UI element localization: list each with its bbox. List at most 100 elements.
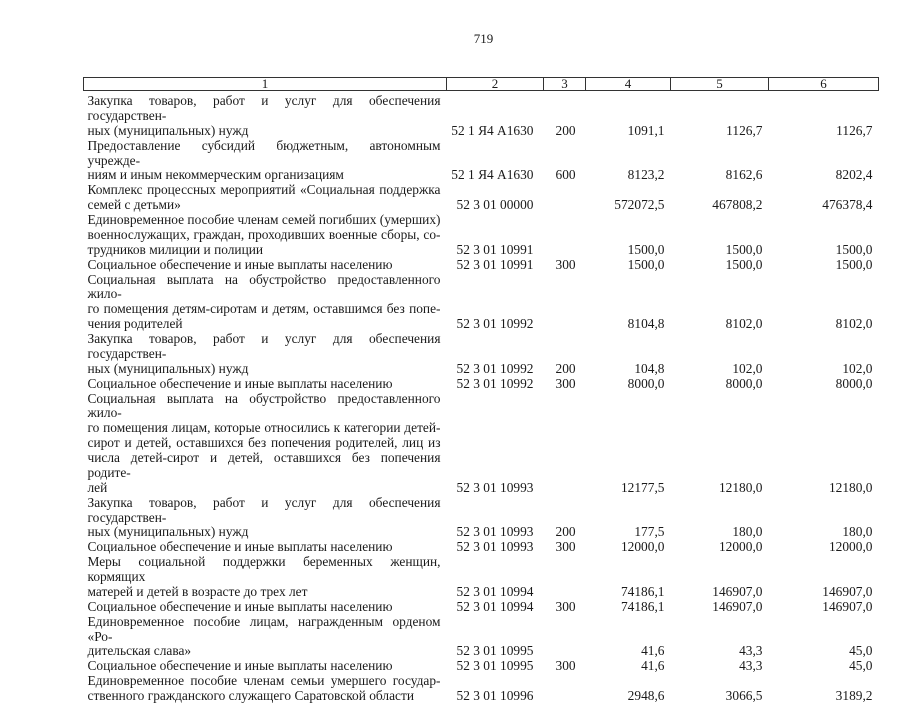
row-value-col4: 8104,8 xyxy=(627,316,665,332)
table-row: Закупка товаров, работ и услуг для обесп… xyxy=(84,91,879,139)
description-line: ных (муниципальных) нужд xyxy=(87,360,249,376)
row-value-col6: 1500,0 xyxy=(835,241,873,257)
description-line: трудников милиции и полиции xyxy=(87,241,264,257)
table-row: Социальное обеспечение и иные выплаты на… xyxy=(84,256,879,273)
row-value-col6: 12000,0 xyxy=(828,539,873,555)
row-value-col4: 8000,0 xyxy=(627,375,665,391)
row-value-col4: 1500,0 xyxy=(627,241,665,257)
row-code: 52 1 Я4 A1630 xyxy=(451,122,534,138)
row-description: Комплекс процессных мероприятий «Социаль… xyxy=(84,182,447,213)
row-value-col5: 43,3 xyxy=(739,643,763,659)
table-row: Социальное обеспечение и иные выплаты на… xyxy=(84,375,879,392)
row-value-col4: 41,6 xyxy=(641,643,665,659)
description-line: Единовременное пособие членам семей поги… xyxy=(87,212,441,227)
row-description: Предоставление субсидий бюджетным, автон… xyxy=(84,138,447,184)
row-code: 52 3 01 10993 xyxy=(456,524,534,540)
row-expense-type xyxy=(544,615,586,660)
row-value-col5: 467808,2 xyxy=(712,197,763,213)
row-value-col4: 177,5 xyxy=(634,524,665,540)
row-expense-type: 300 xyxy=(555,598,576,614)
table-row: Комплекс процессных мероприятий «Социаль… xyxy=(84,182,879,213)
row-description: Закупка товаров, работ и услуг для обесп… xyxy=(84,331,447,377)
row-code: 52 3 01 10991 xyxy=(456,241,534,257)
budget-table: 1 2 3 4 5 6 Закупка товаров, работ и усл… xyxy=(83,77,879,704)
description-line: ственного гражданского служащего Саратов… xyxy=(87,688,415,703)
description-line: ных (муниципальных) нужд xyxy=(87,122,249,138)
row-value-col5: 1126,7 xyxy=(726,122,763,138)
column-header: 6 xyxy=(768,77,879,91)
table-row: Социальное обеспечение и иные выплаты на… xyxy=(84,658,879,674)
row-code: 52 3 01 10992 xyxy=(456,375,534,391)
row-expense-type xyxy=(544,555,586,600)
row-code: 52 3 01 00000 xyxy=(456,197,534,213)
row-value-col6: 1126,7 xyxy=(836,122,873,138)
row-value-col6: 12180,0 xyxy=(828,479,873,495)
row-description: Социальное обеспечение и иные выплаты на… xyxy=(84,599,447,615)
row-value-col4: 12177,5 xyxy=(620,479,665,495)
table-row: Социальная выплата на обустройство предо… xyxy=(84,272,879,333)
row-value-col4: 2948,6 xyxy=(627,688,665,703)
row-description: Меры социальной поддержки беременных жен… xyxy=(84,554,447,600)
row-expense-type: 300 xyxy=(555,375,576,391)
description-line: Закупка товаров, работ и услуг для обесп… xyxy=(87,494,441,525)
row-code: 52 3 01 10992 xyxy=(456,316,534,332)
table-row: Единовременное пособие лицам, награжденн… xyxy=(84,614,879,660)
row-value-col5: 8000,0 xyxy=(725,375,763,391)
row-description: Единовременное пособие членам семей поги… xyxy=(84,212,447,258)
row-value-col6: 3189,2 xyxy=(835,688,873,703)
row-expense-type: 200 xyxy=(555,524,576,540)
description-line: Социальное обеспечение и иные выплаты на… xyxy=(87,375,393,391)
row-value-col6: 146907,0 xyxy=(822,583,873,599)
row-expense-type: 200 xyxy=(555,122,576,138)
row-value-col4: 104,8 xyxy=(634,360,665,376)
row-value-col6: 146907,0 xyxy=(822,598,873,614)
row-expense-type xyxy=(544,273,586,333)
row-value-col6: 8102,0 xyxy=(835,316,873,332)
row-value-col6: 102,0 xyxy=(842,360,873,376)
row-code: 52 3 01 10996 xyxy=(456,688,534,703)
row-value-col5: 3066,5 xyxy=(725,688,763,703)
row-value-col5: 102,0 xyxy=(732,360,763,376)
row-description: Социальная выплата на обустройство предо… xyxy=(84,390,447,496)
table-row: Социальное обеспечение и иные выплаты на… xyxy=(84,539,879,555)
row-code: 52 3 01 10995 xyxy=(456,643,534,659)
row-value-col6: 45,0 xyxy=(849,658,873,674)
description-line: семей с детьми» xyxy=(87,197,181,213)
description-line: ных (муниципальных) нужд xyxy=(87,524,249,540)
row-code: 52 3 01 10995 xyxy=(456,658,534,674)
column-header: 3 xyxy=(543,77,586,91)
table-row: Предоставление субсидий бюджетным, автон… xyxy=(84,138,879,184)
row-value-col4: 572072,5 xyxy=(614,197,665,213)
row-expense-type: 300 xyxy=(555,539,576,555)
row-expense-type: 200 xyxy=(555,360,576,376)
table-row: Единовременное пособие членам семей поги… xyxy=(84,212,879,258)
row-value-col4: 1500,0 xyxy=(627,256,665,272)
description-line: сирот и детей, оставшихся без попечения … xyxy=(87,435,441,451)
description-line: Закупка товаров, работ и услуг для обесп… xyxy=(87,93,441,123)
description-line: дительская слава» xyxy=(87,643,192,659)
table-row: Единовременное пособие членам семьи умер… xyxy=(84,673,879,704)
row-description: Закупка товаров, работ и услуг для обесп… xyxy=(84,494,447,541)
description-line: военнослужащих, граждан, проходивших вое… xyxy=(87,226,441,242)
description-line: Социальная выплата на обустройство предо… xyxy=(87,390,441,421)
description-line: числа детей-сирот и детей, оставшихся бе… xyxy=(87,450,441,480)
row-value-col4: 74186,1 xyxy=(620,598,665,614)
row-description: Социальное обеспечение и иные выплаты на… xyxy=(84,539,447,555)
row-code: 52 3 01 10993 xyxy=(456,539,534,555)
row-expense-type xyxy=(544,183,586,213)
row-value-col5: 43,3 xyxy=(739,658,763,674)
row-description: Закупка товаров, работ и услуг для обесп… xyxy=(84,91,447,139)
row-value-col6: 1500,0 xyxy=(835,256,873,272)
table-row: Закупка товаров, работ и услуг для обесп… xyxy=(84,494,879,541)
row-value-col6: 8000,0 xyxy=(835,375,873,391)
description-line: го помещения детям-сиротам и детям, оста… xyxy=(87,301,441,317)
row-expense-type xyxy=(544,213,586,258)
description-line: чения родителей xyxy=(87,316,183,332)
row-value-col5: 1500,0 xyxy=(725,241,763,257)
row-expense-type: 300 xyxy=(555,256,576,272)
description-line: матерей и детей в возрасте до трех лет xyxy=(87,583,308,599)
row-value-col5: 146907,0 xyxy=(712,583,763,599)
row-description: Единовременное пособие членам семьи умер… xyxy=(84,673,447,704)
header-row: 1 2 3 4 5 6 xyxy=(83,77,879,91)
row-value-col5: 1500,0 xyxy=(725,256,763,272)
